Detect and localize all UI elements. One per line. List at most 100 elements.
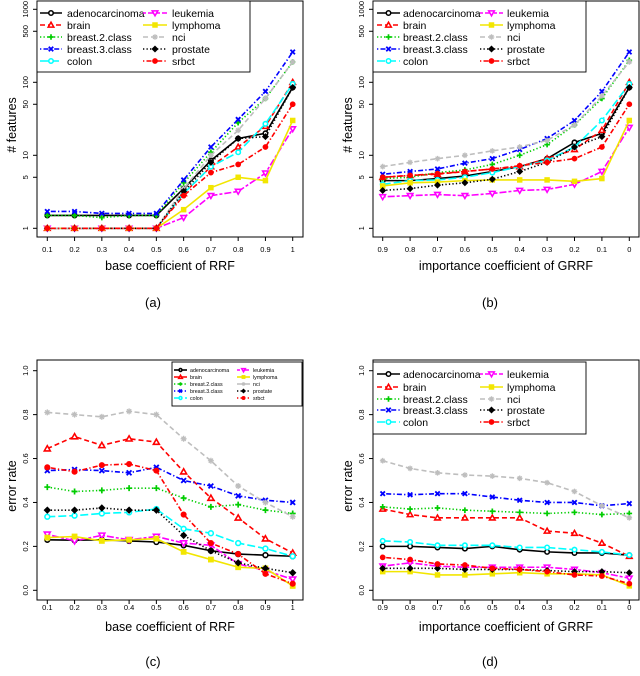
series-line bbox=[47, 61, 294, 219]
data-point bbox=[288, 569, 297, 577]
legend-label: nci bbox=[507, 394, 520, 406]
data-point bbox=[516, 566, 523, 573]
legend-label: breast.2.class bbox=[403, 32, 468, 44]
x-tick-label: 0 bbox=[627, 603, 631, 612]
x-tick-label: 0.7 bbox=[432, 603, 442, 612]
data-point bbox=[180, 477, 187, 484]
x-tick-label: 0.8 bbox=[233, 603, 243, 612]
data-point bbox=[379, 490, 386, 497]
data-point bbox=[626, 101, 633, 108]
legend-item: lymphoma bbox=[143, 20, 221, 32]
series-breast-2-class bbox=[44, 59, 296, 221]
data-point bbox=[434, 170, 441, 177]
y-tick-label: 0.8 bbox=[357, 409, 366, 419]
legend-label: prostate bbox=[172, 44, 210, 56]
legend-label: adenocarcinoma bbox=[403, 369, 481, 381]
panel-c: 0.1 0.2 0.3 0.4 0.5 0.6 0.7 0.8 0.9 1 0.0 0.2 0.4 0.6… bbox=[5, 359, 304, 669]
data-point bbox=[234, 142, 243, 150]
x-axis-label: importance coefficient of GRRF bbox=[419, 620, 594, 634]
legend-label: lymphoma bbox=[507, 382, 556, 394]
data-point bbox=[597, 125, 607, 134]
data-point bbox=[598, 117, 605, 124]
data-point bbox=[571, 117, 578, 124]
y-tick-label: 1000 bbox=[357, 1, 366, 18]
y-tick-label: 0.4 bbox=[357, 497, 366, 507]
data-point bbox=[434, 572, 441, 578]
data-point bbox=[516, 144, 523, 150]
legend-marker bbox=[384, 20, 393, 28]
data-point bbox=[234, 188, 243, 196]
data-point bbox=[462, 152, 468, 159]
data-point bbox=[233, 513, 243, 521]
y-axis-label: # features bbox=[5, 97, 19, 153]
data-point bbox=[516, 544, 523, 551]
y-tick-label: 10 bbox=[357, 151, 366, 159]
series-line bbox=[382, 61, 630, 168]
data-point bbox=[405, 510, 415, 518]
data-point bbox=[542, 526, 552, 534]
panel-caption: (d) bbox=[482, 654, 498, 669]
panel-d: 0.9 0.8 0.7 0.6 0.5 0.4 0.3 0.2 0.1 0 0.0 0.2 0.4 0.6… bbox=[341, 359, 640, 669]
legend-item: brain bbox=[377, 20, 427, 32]
series-line bbox=[382, 59, 630, 180]
data-point bbox=[235, 149, 242, 156]
y-axis-label: # features bbox=[341, 97, 355, 153]
series-line bbox=[382, 51, 630, 176]
data-point bbox=[71, 225, 78, 232]
data-point bbox=[515, 187, 524, 195]
legend-marker bbox=[385, 418, 392, 426]
data-point bbox=[626, 515, 633, 521]
data-point bbox=[434, 470, 441, 476]
legend-marker bbox=[487, 371, 496, 379]
data-point bbox=[544, 177, 550, 183]
x-axis-label: importance coefficient of GRRF bbox=[419, 259, 594, 273]
data-point bbox=[571, 509, 578, 516]
data-point bbox=[153, 225, 160, 232]
data-point bbox=[180, 511, 187, 518]
data-point bbox=[153, 535, 160, 542]
data-point bbox=[379, 543, 386, 550]
data-point bbox=[379, 554, 386, 561]
data-point bbox=[262, 499, 269, 506]
data-point bbox=[598, 133, 606, 141]
series-colon bbox=[379, 537, 633, 559]
data-point bbox=[462, 572, 468, 578]
x-tick-label: 0.8 bbox=[405, 603, 415, 612]
data-point bbox=[488, 175, 496, 183]
series-line bbox=[382, 492, 630, 507]
x-tick-label: 0.3 bbox=[97, 245, 107, 254]
data-point bbox=[126, 460, 133, 468]
data-point bbox=[570, 143, 579, 151]
legend-label: colon bbox=[403, 417, 428, 429]
data-point bbox=[462, 160, 468, 167]
legend-marker bbox=[47, 57, 55, 65]
y-tick-label: 0.2 bbox=[357, 541, 366, 551]
legend-label: brain bbox=[190, 375, 202, 381]
data-point bbox=[44, 225, 51, 232]
legend-marker bbox=[488, 34, 495, 40]
data-point bbox=[180, 192, 187, 199]
series-line bbox=[382, 508, 630, 557]
x-tick-label: 0.9 bbox=[377, 603, 387, 612]
series-line bbox=[382, 459, 630, 519]
data-point bbox=[235, 127, 241, 134]
series-nci bbox=[44, 59, 296, 232]
x-tick-label: 0.6 bbox=[178, 603, 188, 612]
data-point bbox=[571, 488, 578, 495]
series-prostate bbox=[43, 504, 297, 577]
data-point bbox=[98, 210, 105, 217]
legend: adenocarcinomabrainbreast.2.classbreast.… bbox=[372, 361, 587, 435]
legend-label: srbct bbox=[507, 56, 530, 68]
legend-marker bbox=[488, 384, 495, 390]
data-point bbox=[126, 485, 133, 492]
x-tick-label: 0.6 bbox=[460, 245, 470, 254]
data-point bbox=[207, 530, 215, 537]
data-point bbox=[71, 411, 78, 418]
data-point bbox=[433, 564, 442, 572]
legend-marker bbox=[48, 34, 54, 40]
x-tick-label: 0.2 bbox=[569, 245, 579, 254]
data-point bbox=[407, 538, 414, 546]
legend-label: colon bbox=[403, 56, 428, 68]
series-line bbox=[47, 51, 294, 215]
legend-marker bbox=[47, 9, 55, 17]
